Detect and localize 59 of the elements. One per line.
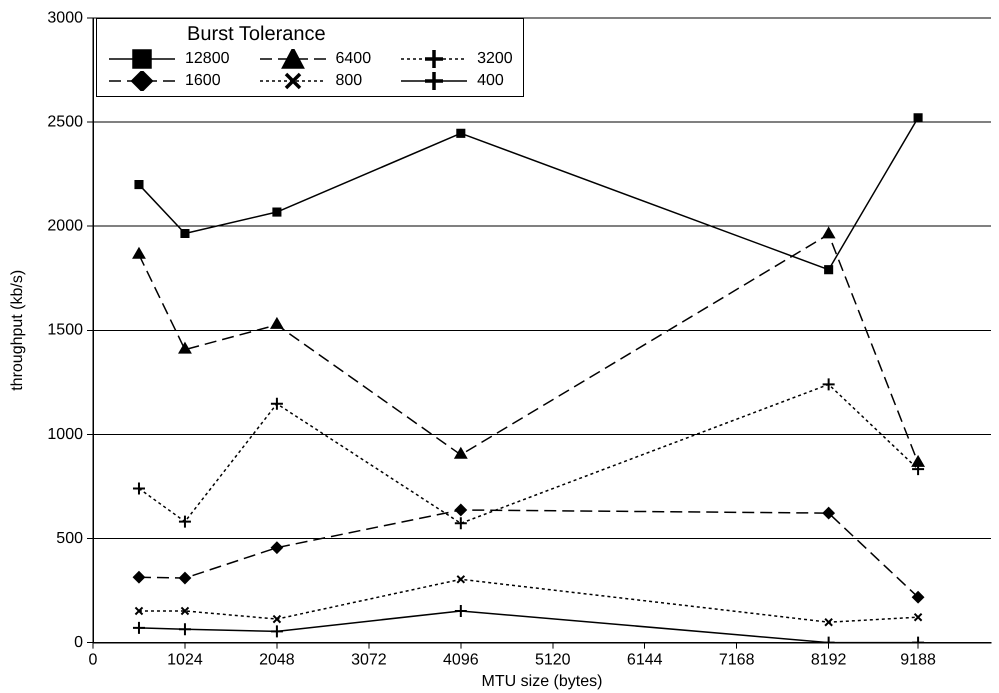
x-axis-title: MTU size (bytes) [482, 672, 602, 690]
point [454, 516, 468, 530]
y-tick-label: 2500 [47, 114, 84, 131]
x-tick-label: 2048 [259, 652, 295, 669]
x-tick-label: 9188 [900, 652, 936, 669]
point [180, 606, 190, 616]
y-tick-label: 500 [56, 530, 84, 547]
point [824, 265, 834, 274]
point [178, 342, 192, 354]
point [270, 542, 283, 554]
point [456, 574, 466, 584]
point [180, 228, 190, 238]
point [914, 612, 923, 622]
point [454, 504, 467, 516]
point [270, 396, 284, 411]
y-tick-label: 0 [74, 634, 84, 652]
x-tick-label: 8192 [810, 652, 847, 669]
point [824, 618, 834, 627]
point [270, 318, 284, 329]
point [272, 208, 282, 217]
legend-label: 400 [477, 72, 504, 90]
x-tick-label: 1024 [167, 652, 203, 669]
point [132, 482, 146, 496]
x-tick-label: 4096 [443, 652, 479, 669]
y-axis-title: throughput (kb/s) [9, 270, 26, 391]
point [270, 624, 284, 638]
point [132, 571, 145, 584]
point [178, 514, 192, 529]
point [178, 572, 191, 584]
y-tick-label: 1500 [47, 322, 84, 339]
x-tick-label: 7168 [718, 652, 755, 669]
legend-label: 3200 [477, 50, 513, 68]
x-tick-label: 3072 [351, 652, 387, 669]
legend-label: 12800 [185, 50, 230, 68]
x-tick-label: 6144 [626, 652, 663, 669]
y-tick-label: 2000 [47, 218, 84, 235]
point [134, 606, 144, 616]
y-tick-label: 1000 [47, 426, 84, 443]
point [178, 622, 192, 636]
point [822, 507, 835, 520]
point [822, 377, 836, 392]
point [132, 248, 146, 259]
x-tick-label: 5120 [534, 652, 571, 669]
point [914, 113, 923, 122]
point [134, 180, 144, 190]
point [912, 591, 924, 604]
x-tick-label: 0 [88, 652, 98, 669]
y-tick-label: 3000 [47, 9, 84, 26]
legend-title: Burst Tolerance [187, 23, 327, 46]
legend-label: 6400 [336, 50, 372, 68]
point [454, 448, 468, 459]
legend-label: 800 [336, 72, 362, 90]
point [822, 227, 835, 238]
point [454, 604, 468, 618]
point [456, 128, 466, 138]
point [912, 456, 924, 467]
point [132, 620, 146, 635]
legend-label: 1600 [185, 72, 221, 90]
point [272, 614, 282, 624]
